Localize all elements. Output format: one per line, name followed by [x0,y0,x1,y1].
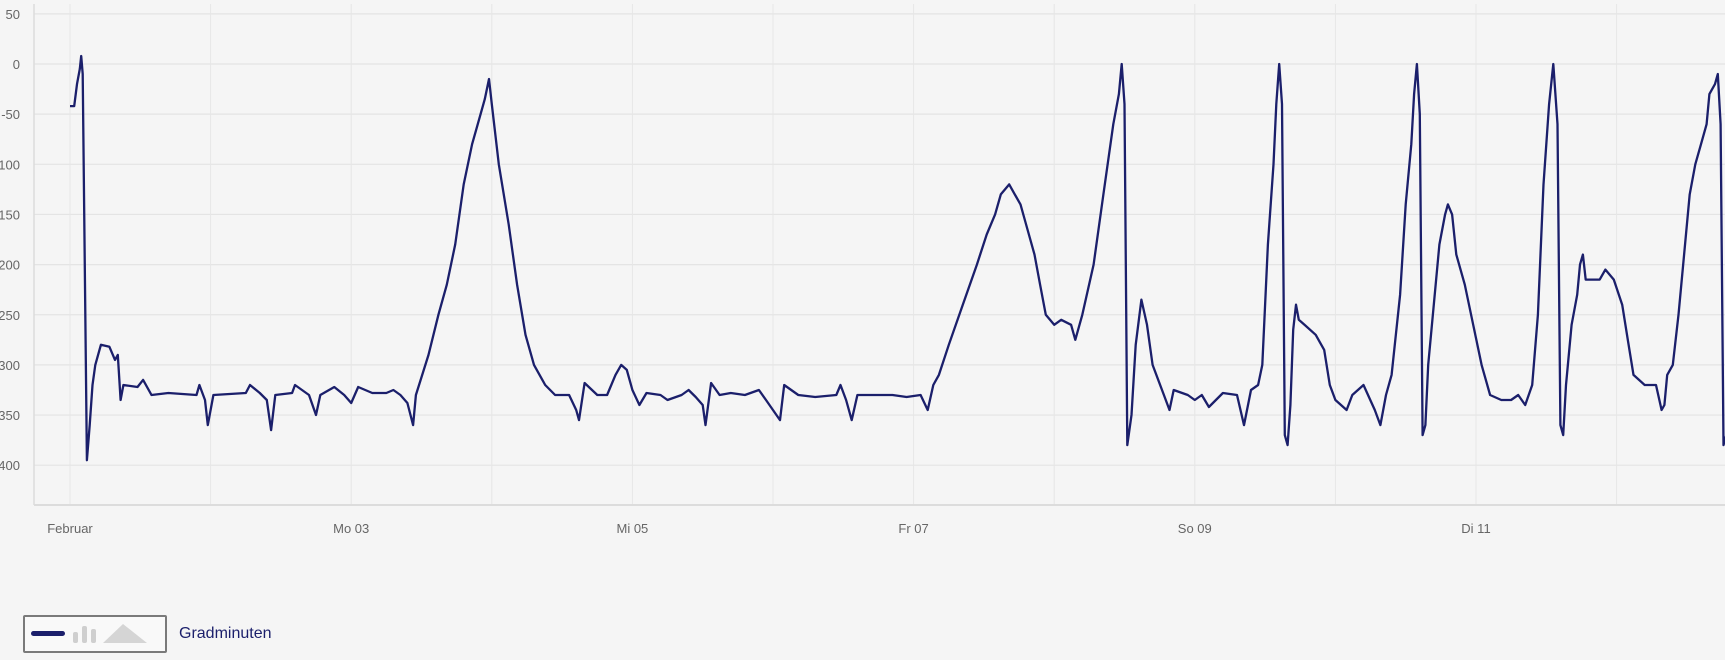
x-tick-label: Mo 03 [333,521,369,536]
series-line-gradminuten [70,54,1725,462]
y-tick-label: -200 [0,258,20,273]
y-tick-label: 50 [6,7,20,22]
x-tick-label: Di 11 [1461,521,1490,536]
chart-legend: Gradminuten [23,615,272,653]
line-chart: 50 0 -50 -100 -150 -200 -250 -300 -350 -400 Febru… [0,4,1725,536]
line-chart-type-icon [31,624,147,643]
y-tick-label: 0 [13,57,20,72]
x-tick-label: Fr 07 [898,521,928,536]
y-tick-label: -250 [0,308,20,323]
y-tick-label: -150 [0,207,20,222]
y-tick-label: -50 [1,107,20,122]
legend-series-toggle[interactable] [23,615,167,653]
y-tick-label: -300 [0,358,20,373]
y-tick-label: -350 [0,408,20,423]
plot-area [34,4,1725,505]
chart-axes [33,4,1725,506]
legend-label: Gradminuten [179,625,272,642]
chart-grid [34,4,1725,505]
x-tick-label: Mi 05 [617,521,649,536]
y-tick-label: -400 [0,458,20,473]
y-axis-ticks: 50 0 -50 -100 -150 -200 -250 -300 -350 -400 [0,7,20,473]
x-tick-label: So 09 [1178,521,1212,536]
y-tick-label: -100 [0,157,20,172]
x-tick-label: Februar [47,521,93,536]
